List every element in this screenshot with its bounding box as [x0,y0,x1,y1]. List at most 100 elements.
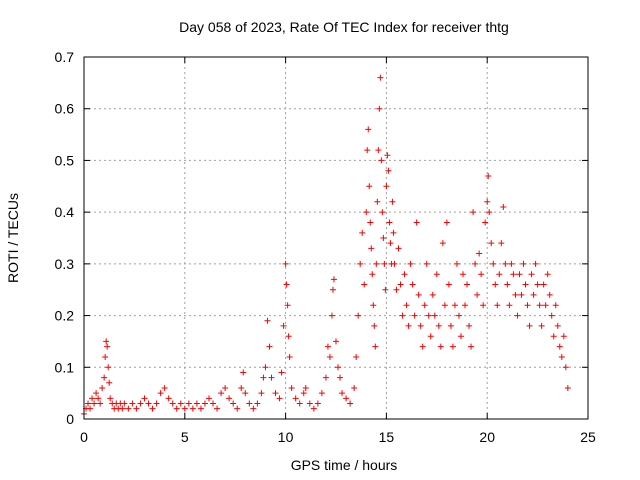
data-point [355,312,362,319]
y-tick-label: 0.1 [55,359,75,375]
data-point [431,312,438,319]
data-point [189,405,196,412]
x-tick-label: 20 [479,429,495,445]
data-point [488,240,495,247]
data-point [386,219,393,226]
data-point [443,219,450,226]
data-point [478,271,485,278]
x-tick-label: 0 [80,429,88,445]
data-point [384,152,391,159]
data-point [546,291,553,298]
data-point [335,364,342,371]
data-point [514,312,521,319]
data-point [375,147,382,154]
data-point [427,333,434,340]
data-point [377,74,384,81]
data-point [421,302,428,309]
data-point [169,400,176,407]
data-point [532,260,539,267]
data-point [258,390,265,397]
data-point [254,400,261,407]
data-point [468,343,475,350]
data-point [457,333,464,340]
data-point [380,235,387,241]
chart-title: Day 058 of 2023, Rate Of TEC Index for r… [179,19,509,35]
data-point [530,291,537,298]
data-point [480,302,487,309]
data-point [328,312,335,319]
data-point [149,405,156,412]
data-point [286,353,293,360]
data-point [554,322,561,329]
data-point [399,312,406,319]
y-tick-label: 0.4 [55,204,75,220]
data-point [455,312,462,319]
data-point [441,302,448,309]
data-point [214,405,221,412]
data-point [415,291,422,298]
data-point [262,364,269,371]
data-point [510,271,517,278]
data-point [411,312,418,319]
y-tick-labels: 0 0.1 0.2 0.3 0.4 0.5 0.6 0.7 [55,49,75,427]
data-point [508,260,515,267]
data-point [378,157,385,164]
data-point [413,219,420,226]
data-point [423,260,430,267]
data-point [453,260,460,267]
data-point [181,405,188,412]
y-tick-label: 0.2 [55,308,75,324]
data-point [351,384,358,391]
data-point [548,312,555,319]
data-point [366,183,373,190]
data-point [419,343,426,350]
data-point [260,374,267,381]
data-point [490,260,497,267]
data-point [326,353,333,360]
data-point [403,302,410,309]
data-point [153,400,160,407]
data-point [339,390,346,397]
y-axis-label: ROTI / TECUs [5,193,21,283]
data-point [485,172,492,179]
data-point [343,395,350,402]
data-point [173,405,180,412]
data-point [373,260,380,267]
data-point [87,405,94,412]
data-point [540,281,547,288]
data-point [365,126,372,133]
plot-frame [83,56,589,420]
data-point [433,271,440,278]
data-point [367,219,374,226]
data-point [288,384,295,391]
data-point [322,374,329,381]
data-point [129,400,136,407]
data-point [99,384,106,391]
x-tick-label: 5 [181,429,189,445]
data-point [272,390,279,397]
data-point [464,281,471,288]
x-tick-label: 10 [278,429,294,445]
data-point [417,322,424,329]
data-point [538,322,545,329]
data-point [393,286,400,293]
data-point [564,384,571,391]
data-point [558,353,565,360]
data-point [460,271,467,278]
data-point [520,260,527,267]
data-point [282,260,289,267]
data-point [383,183,390,190]
data-point [226,395,233,402]
data-point [395,245,402,252]
data-point [246,400,253,407]
data-point [359,229,366,236]
data-point [185,400,192,407]
data-point [91,400,98,407]
data-point [106,379,113,386]
data-point [318,390,325,397]
data-point [242,390,249,397]
data-point [95,395,102,402]
data-point [264,317,271,324]
data-point [474,291,481,298]
